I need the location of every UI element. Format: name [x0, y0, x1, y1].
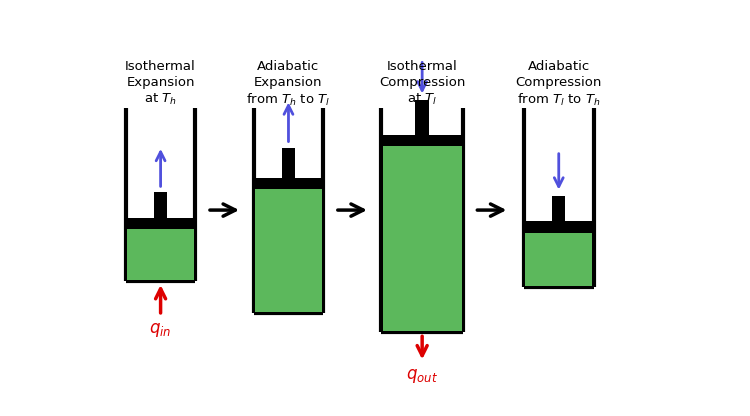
Bar [382, 135, 463, 146]
Text: Isothermal
Expansion
at $T_h$: Isothermal Expansion at $T_h$ [125, 59, 196, 107]
Bar [255, 189, 322, 312]
Bar [524, 221, 594, 233]
Bar [154, 193, 167, 218]
Bar [126, 218, 196, 229]
Text: Adiabatic
Expansion
from $T_h$ to $T_l$: Adiabatic Expansion from $T_h$ to $T_l$ [247, 59, 331, 108]
Bar [415, 99, 430, 135]
Bar [525, 233, 592, 286]
Text: $q_{in}$: $q_{in}$ [149, 321, 172, 339]
Bar [552, 196, 566, 221]
Text: Isothermal
Compression
at $T_l$: Isothermal Compression at $T_l$ [379, 59, 465, 107]
Bar [382, 146, 462, 331]
Bar [282, 148, 295, 178]
Bar [127, 229, 194, 280]
Bar [254, 178, 323, 189]
Text: Adiabatic
Compression
from $T_l$ to $T_h$: Adiabatic Compression from $T_l$ to $T_h… [515, 59, 602, 108]
Text: $q_{out}$: $q_{out}$ [406, 367, 438, 385]
